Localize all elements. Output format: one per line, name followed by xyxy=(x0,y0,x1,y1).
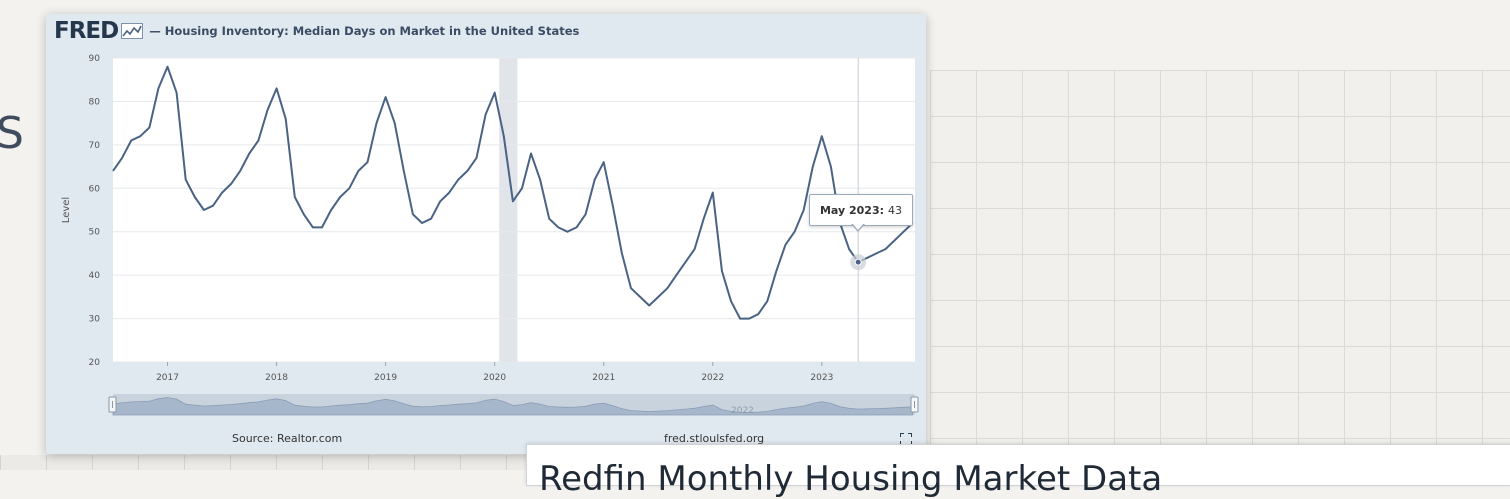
y-axis-label: Level xyxy=(61,197,72,223)
y-tick-label: 20 xyxy=(89,358,101,368)
chart-area: 20 30 40 50 60 70 80 90 2017 2018 2019 2020 2021 202… xyxy=(61,54,919,416)
navigator-area xyxy=(112,397,914,416)
chart-header: FRED — Housing Inventory: Median Days on… xyxy=(54,18,579,44)
bottom-article-title: Redfin Monthly Housing Market Data xyxy=(539,459,1163,499)
x-tick-label: 2021 xyxy=(592,373,615,383)
navigator-watermark: 2022 xyxy=(731,406,754,416)
grid-paper-background xyxy=(930,70,1510,470)
series-title[interactable]: — Housing Inventory: Median Days on Mark… xyxy=(149,24,580,38)
x-tick-label: 2018 xyxy=(265,373,288,383)
tooltip-label: May 2023: xyxy=(819,203,885,217)
x-tick-label: 2020 xyxy=(483,373,506,383)
fred-logo[interactable]: FRED xyxy=(54,18,119,44)
source-link[interactable]: Source: Realtor.com xyxy=(232,432,343,445)
line-chart-icon xyxy=(121,23,144,39)
background-partial-heading: S xyxy=(0,108,24,159)
y-tick-label: 70 xyxy=(89,141,101,151)
bottom-article-card: Redfin Monthly Housing Market Data xyxy=(526,444,1510,499)
x-tick-label: 2019 xyxy=(374,373,397,383)
y-tick-label: 80 xyxy=(89,97,101,107)
fred-url-link[interactable]: fred.stloulsfed.org xyxy=(664,432,765,445)
tooltip-value: 43 xyxy=(888,203,903,217)
x-tick-label: 2022 xyxy=(701,373,724,383)
navigator[interactable]: 2022 xyxy=(108,394,919,416)
tooltip-pointer-fill xyxy=(852,223,864,230)
y-tick-label: 50 xyxy=(89,228,101,238)
y-tick-label: 40 xyxy=(89,271,101,281)
recession-band xyxy=(499,58,518,362)
y-tick-label: 60 xyxy=(89,184,101,194)
fred-chart-card: FRED — Housing Inventory: Median Days on… xyxy=(46,14,926,454)
highlight-point[interactable] xyxy=(854,258,862,266)
y-tick-label: 30 xyxy=(89,315,101,325)
series-line[interactable] xyxy=(112,65,914,320)
y-tick-label: 90 xyxy=(89,54,101,64)
data-tooltip: May 2023: 43 xyxy=(809,194,913,226)
x-tick-label: 2023 xyxy=(810,373,833,383)
grid-paper-strip xyxy=(0,455,530,470)
x-tick-label: 2017 xyxy=(156,373,179,383)
